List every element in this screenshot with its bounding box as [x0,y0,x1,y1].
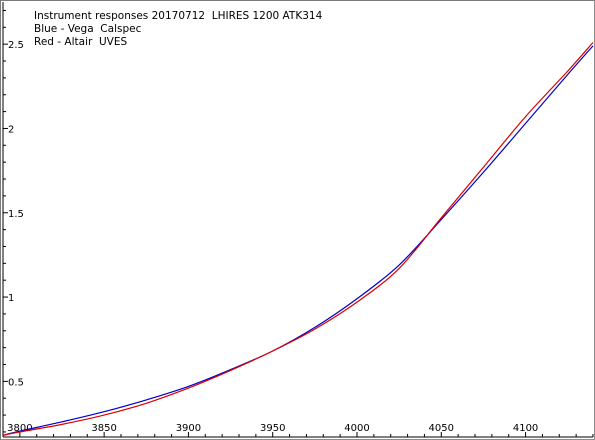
header-line-blue-legend: Blue - Vega Calspec [34,23,142,35]
series-line-red-altair [2,42,594,436]
x-tick-label: 3900 [176,423,201,434]
series-line-blue-vega [2,45,594,436]
header-line-red-legend: Red - Altair UVES [34,36,128,48]
x-tick-label: 3950 [260,423,285,434]
y-tick-label: 1 [8,293,14,304]
y-tick-label: 0.5 [8,377,24,388]
x-tick-label: 3800 [7,423,32,434]
x-tick-label: 4100 [513,423,538,434]
chart-header: Instrument responses 20170712 LHIRES 120… [34,10,322,49]
x-tick-label: 4050 [429,423,454,434]
x-tick-label: 4000 [344,423,369,434]
y-tick-label: 1.5 [8,209,24,220]
header-line-title: Instrument responses 20170712 LHIRES 120… [34,10,323,22]
y-tick-label: 2 [8,124,14,135]
x-tick-label: 3850 [91,423,116,434]
series-lines [2,42,594,436]
y-tick-label: 2.5 [8,40,24,51]
